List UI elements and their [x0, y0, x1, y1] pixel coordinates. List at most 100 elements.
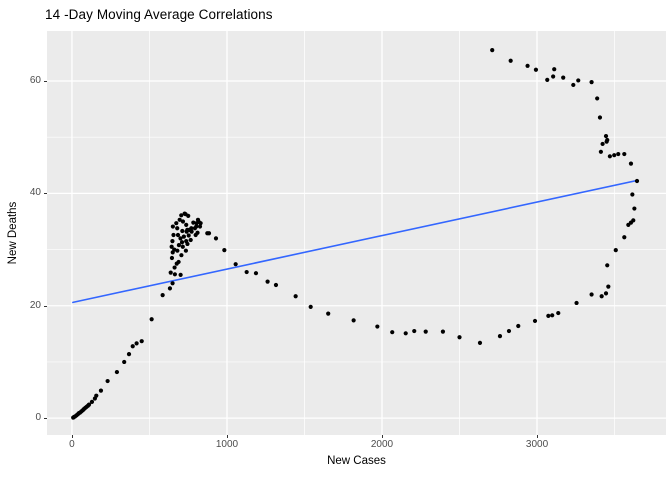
data-point: [179, 240, 185, 245]
y-axis-title: New Deaths: [7, 201, 19, 265]
x-tick-label: 3000: [525, 439, 549, 450]
data-point: [174, 221, 179, 226]
data-point: [126, 351, 132, 357]
data-point: [169, 255, 175, 261]
data-point: [172, 247, 177, 252]
data-point: [561, 75, 566, 80]
data-point: [178, 272, 183, 277]
data-point: [114, 369, 120, 375]
data-point: [170, 224, 175, 229]
data-point: [326, 311, 331, 316]
data-point: [457, 335, 462, 340]
data-point: [440, 329, 446, 334]
data-point: [552, 67, 557, 72]
x-tick-mark: [226, 435, 228, 438]
data-point: [599, 294, 604, 299]
x-tick-mark: [537, 435, 539, 438]
data-point: [576, 78, 581, 83]
data-point: [632, 206, 637, 211]
data-point: [508, 58, 513, 63]
data-point: [181, 234, 186, 239]
data-point: [180, 228, 185, 234]
y-tick-mark: [44, 418, 47, 420]
data-point: [551, 74, 556, 79]
data-point: [273, 282, 279, 288]
data-point: [574, 300, 579, 306]
data-point: [628, 161, 634, 166]
data-point: [595, 96, 600, 101]
data-point: [180, 244, 185, 249]
data-point: [175, 226, 180, 231]
data-point: [532, 318, 538, 324]
data-point: [167, 286, 173, 291]
data-point: [265, 279, 270, 284]
data-point: [94, 393, 99, 398]
data-point: [600, 141, 605, 147]
data-point: [631, 218, 636, 223]
data-point: [180, 219, 186, 224]
data-point: [122, 359, 127, 365]
data-point: [253, 271, 259, 276]
data-point: [139, 339, 144, 344]
data-point: [603, 133, 609, 139]
data-point: [169, 244, 174, 249]
data-point: [423, 329, 428, 334]
x-tick-mark: [382, 435, 383, 438]
chart-title: 14 -Day Moving Average Correlations: [45, 7, 273, 22]
data-point: [545, 77, 550, 82]
x-tick-label: 0: [69, 439, 75, 450]
data-point: [130, 344, 135, 349]
x-axis-title: New Cases: [327, 455, 386, 467]
x-tick-label: 2000: [370, 439, 394, 450]
data-point: [172, 272, 177, 277]
data-point: [86, 402, 92, 407]
data-point: [170, 281, 175, 286]
data-point: [616, 151, 621, 157]
data-point: [497, 334, 503, 339]
data-point: [375, 324, 380, 329]
y-tick-label: 20: [29, 299, 41, 311]
plot-area: [47, 31, 666, 435]
data-point: [170, 239, 175, 244]
data-point: [390, 330, 395, 335]
data-point: [606, 284, 611, 289]
data-point: [176, 242, 182, 248]
data-point: [213, 236, 219, 241]
data-point: [525, 63, 530, 68]
data-point: [605, 263, 610, 268]
data-point: [189, 226, 194, 231]
data-point: [222, 248, 227, 253]
panel-background: [47, 31, 666, 435]
data-point: [134, 341, 139, 346]
data-point: [188, 237, 193, 243]
data-point: [184, 222, 189, 227]
data-point: [168, 270, 173, 275]
data-point: [160, 292, 165, 298]
data-point: [597, 115, 603, 120]
y-tick-label: 0: [35, 412, 41, 424]
data-point: [89, 399, 95, 404]
data-point: [506, 328, 512, 334]
data-point: [622, 235, 627, 240]
x-tick-label: 1000: [215, 439, 239, 450]
data-point: [177, 217, 182, 222]
data-point: [550, 313, 555, 318]
trend-line: [72, 179, 638, 304]
data-point: [598, 149, 603, 154]
data-point: [556, 310, 561, 316]
y-tick-mark: [44, 305, 47, 307]
data-point: [176, 259, 181, 265]
data-point: [605, 137, 610, 143]
data-point: [622, 151, 627, 157]
data-point: [613, 248, 618, 253]
data-point: [98, 388, 104, 393]
data-point: [477, 340, 483, 345]
data-point: [533, 67, 539, 72]
data-point: [185, 227, 190, 233]
data-point: [603, 291, 609, 296]
data-point: [175, 232, 181, 238]
data-point: [607, 154, 612, 159]
data-point: [206, 231, 212, 236]
data-point: [612, 153, 617, 158]
